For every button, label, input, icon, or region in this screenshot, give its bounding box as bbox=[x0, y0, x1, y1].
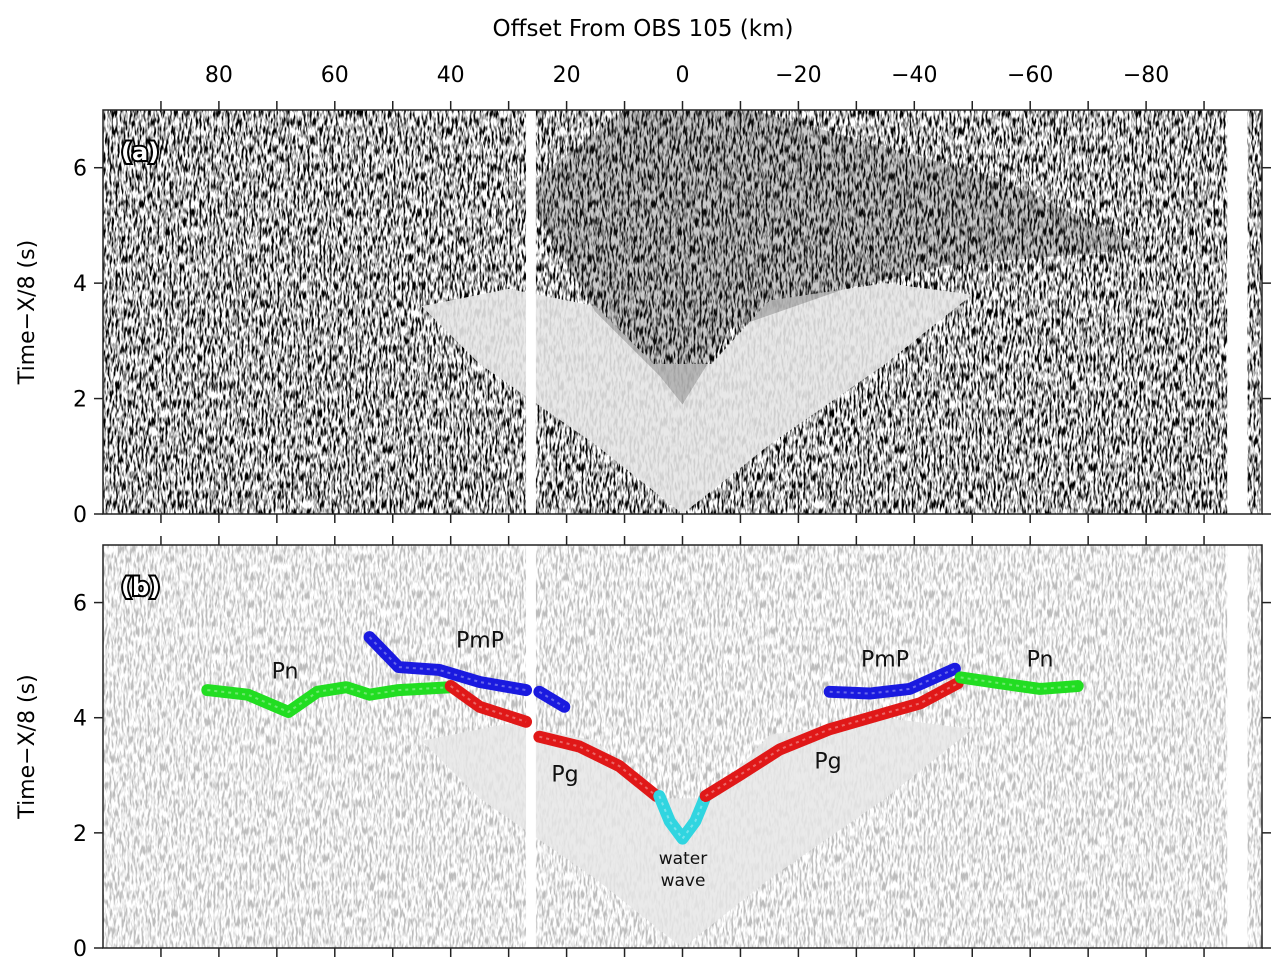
y-tick-label: 4 bbox=[73, 707, 87, 732]
phase-label: Pn bbox=[271, 659, 299, 685]
phase-label: PmP bbox=[861, 647, 909, 673]
y-tick-label: 0 bbox=[73, 503, 87, 528]
pick-line-core bbox=[829, 667, 956, 695]
x-tick-label: 0 bbox=[676, 63, 690, 88]
y-tick-label: 2 bbox=[73, 822, 87, 847]
data-gap bbox=[526, 545, 536, 948]
quiet-zone bbox=[421, 283, 973, 514]
data-gap bbox=[526, 110, 536, 514]
pick-line bbox=[444, 680, 663, 803]
quiet-zone bbox=[421, 717, 973, 948]
phase-label: Pn bbox=[1026, 647, 1054, 673]
x-tick-label: −40 bbox=[891, 63, 937, 88]
pick-line-core bbox=[368, 636, 565, 708]
pick-line-core bbox=[207, 686, 451, 714]
x-tick-label: 40 bbox=[437, 63, 465, 88]
y-tick-label: 4 bbox=[73, 272, 87, 297]
phase-label: Pg bbox=[814, 749, 842, 775]
pick-line bbox=[954, 671, 1084, 695]
panel-label: (b) bbox=[121, 573, 160, 601]
x-tick-label: 80 bbox=[205, 63, 233, 88]
phase-label: Pg bbox=[551, 762, 579, 788]
phase-label: water wave bbox=[658, 849, 708, 891]
pick-line bbox=[653, 790, 712, 845]
pick-line bbox=[201, 681, 457, 718]
x-tick-label: 60 bbox=[321, 63, 349, 88]
x-axis-title: Offset From OBS 105 (km) bbox=[493, 16, 794, 42]
pick-line bbox=[363, 631, 571, 713]
y-tick-label: 2 bbox=[73, 388, 87, 413]
y-tick-label: 6 bbox=[73, 592, 87, 617]
data-gap bbox=[1227, 545, 1248, 948]
pick-line-core bbox=[960, 676, 1078, 690]
pick-line-core bbox=[705, 682, 959, 797]
x-tick-label: −80 bbox=[1123, 63, 1169, 88]
y-tick-label: 6 bbox=[73, 157, 87, 182]
y-axis-title: Time−X/8 (s) bbox=[15, 240, 40, 385]
x-tick-label: 20 bbox=[553, 63, 581, 88]
pick-line bbox=[699, 677, 964, 803]
data-gap bbox=[1227, 110, 1248, 514]
x-tick-label: −20 bbox=[775, 63, 821, 88]
phase-label: PmP bbox=[456, 628, 504, 654]
pick-line-core bbox=[450, 685, 658, 797]
quiet-zone bbox=[520, 110, 1147, 405]
pick-line-core bbox=[658, 795, 707, 841]
panel-label: (a) bbox=[121, 138, 159, 166]
x-tick-label: −60 bbox=[1007, 63, 1053, 88]
pick-line bbox=[823, 662, 961, 700]
y-axis-title: Time−X/8 (s) bbox=[15, 674, 40, 819]
y-tick-label: 0 bbox=[73, 937, 87, 961]
